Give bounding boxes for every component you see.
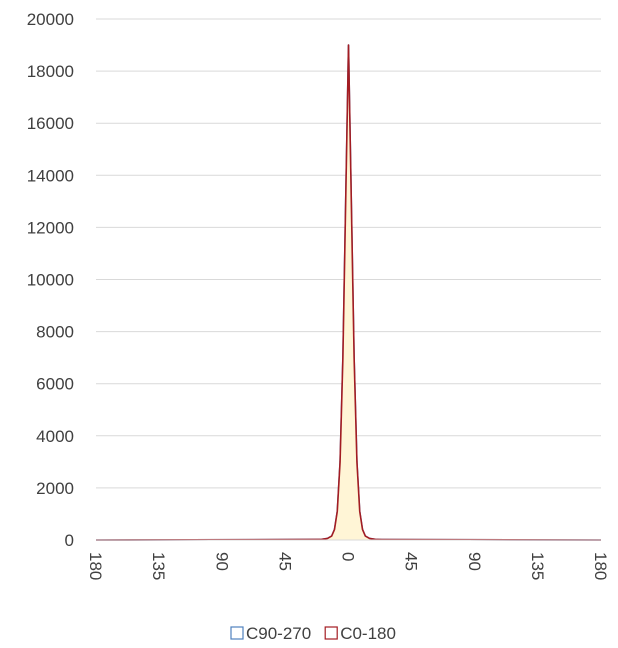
y-tick-label: 20000 xyxy=(27,10,74,29)
x-tick-label: 90 xyxy=(465,552,484,571)
legend-label: C0-180 xyxy=(340,624,396,643)
series-area-c0-180 xyxy=(96,45,601,541)
x-tick-label: 45 xyxy=(275,552,294,571)
series-line-c0-180 xyxy=(95,44,602,541)
y-axis-tick-labels: 0 2000 4000 6000 8000 10000 12000 14000 16000 180… xyxy=(27,10,74,550)
legend-label: C90-270 xyxy=(246,624,311,643)
x-tick-label: 135 xyxy=(528,552,547,580)
legend-swatch xyxy=(230,626,244,640)
y-tick-label: 0 xyxy=(65,531,74,550)
x-tick-label: 180 xyxy=(591,552,610,580)
y-tick-label: 4000 xyxy=(36,427,74,446)
y-tick-label: 10000 xyxy=(27,271,74,290)
y-tick-label: 18000 xyxy=(27,62,74,81)
y-tick-label: 12000 xyxy=(27,218,74,237)
x-axis-tick-labels: 180 135 90 45 0 45 90 135 180 xyxy=(86,552,610,580)
y-tick-label: 2000 xyxy=(36,479,74,498)
legend: C90-270 C0-180 xyxy=(230,624,396,643)
x-tick-label: 90 xyxy=(212,552,231,571)
legend-swatch xyxy=(324,626,338,640)
y-tick-label: 8000 xyxy=(36,323,74,342)
x-tick-label: 180 xyxy=(86,552,105,580)
x-tick-label: 0 xyxy=(339,552,358,561)
y-tick-label: 14000 xyxy=(27,166,74,185)
series-layer xyxy=(95,44,602,541)
y-tick-label: 16000 xyxy=(27,114,74,133)
x-tick-label: 45 xyxy=(402,552,421,571)
x-tick-label: 135 xyxy=(149,552,168,580)
y-tick-label: 6000 xyxy=(36,375,74,394)
